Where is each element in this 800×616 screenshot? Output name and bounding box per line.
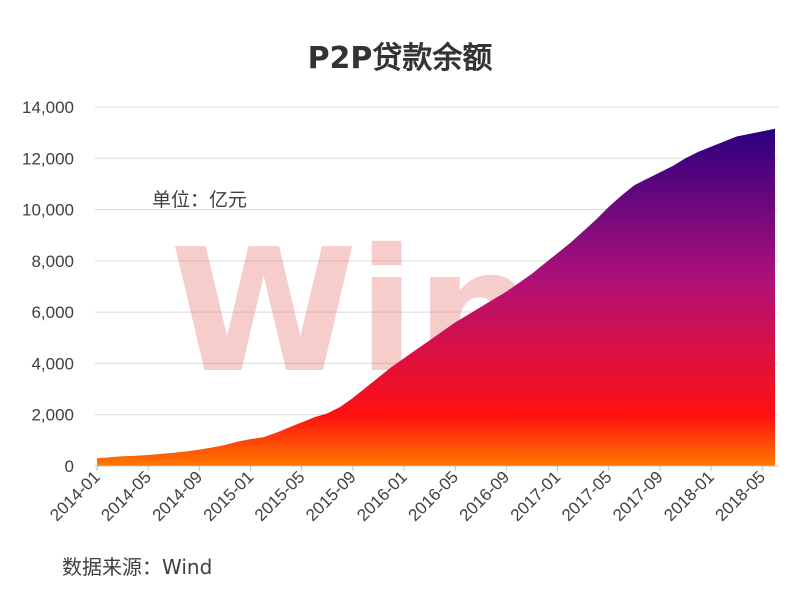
y-tick-label: 4,000	[31, 354, 74, 373]
x-tick-label: 2014-01	[46, 467, 104, 525]
x-axis-ticks: 2014-012014-052014-092015-012015-052015-…	[46, 466, 769, 525]
x-tick-label: 2015-05	[251, 467, 309, 525]
x-tick-label: 2018-01	[660, 467, 718, 525]
y-tick-label: 14,000	[22, 98, 74, 117]
series-area	[97, 128, 775, 467]
y-tick-label: 10,000	[22, 201, 74, 220]
x-tick-label: 2016-01	[353, 467, 411, 525]
x-tick-label: 2015-09	[302, 467, 360, 525]
y-tick-label: 12,000	[22, 149, 74, 168]
x-tick-label: 2017-05	[558, 467, 616, 525]
source-label: 数据来源：Wind	[62, 555, 212, 579]
x-tick-label: 2017-01	[507, 467, 565, 525]
x-tick-label: 2016-05	[404, 467, 462, 525]
x-tick-label: 2017-09	[609, 467, 667, 525]
y-axis-ticks: 0 2,000 4,000 6,000 8,000 10,000 12,000 14,000	[22, 98, 74, 476]
x-tick-label: 2018-05	[711, 467, 769, 525]
y-tick-label: 2,000	[31, 406, 74, 425]
y-tick-label: 0	[65, 457, 74, 476]
y-tick-label: 8,000	[31, 252, 74, 271]
y-tick-label: 6,000	[31, 303, 74, 322]
x-tick-label: 2014-05	[97, 467, 155, 525]
unit-label: 单位：亿元	[152, 189, 247, 211]
chart-title: P2P贷款余额	[308, 41, 493, 76]
gridlines	[95, 106, 778, 416]
x-tick-label: 2016-09	[456, 467, 514, 525]
x-tick-label: 2015-01	[200, 467, 258, 525]
x-tick-label: 2014-09	[149, 467, 207, 525]
